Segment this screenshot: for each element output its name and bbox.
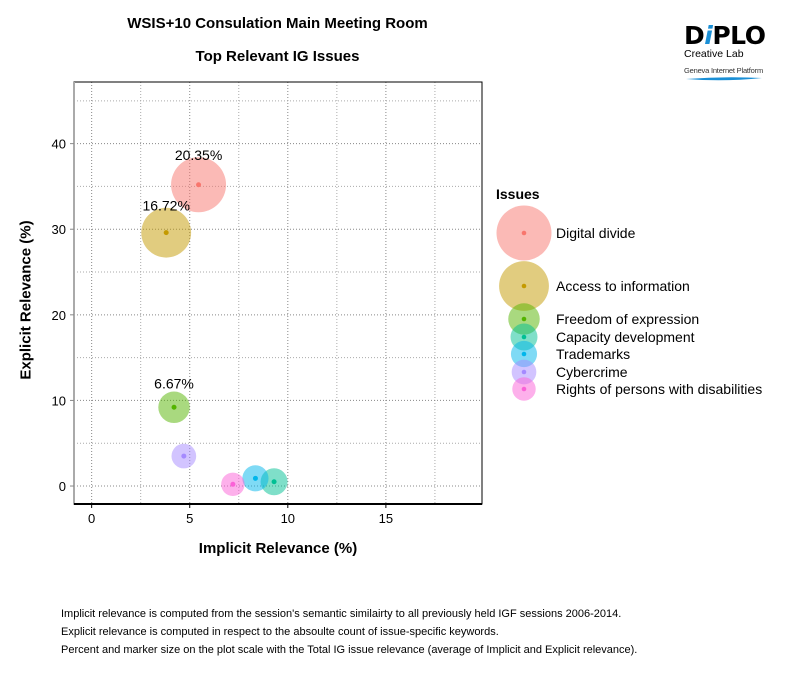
legend-key-icon — [510, 340, 538, 368]
data-label: 6.67% — [154, 376, 194, 392]
legend-item-digital-divide: Digital divide — [556, 225, 636, 241]
chart-title: WSIS+10 Consulation Main Meeting Room — [127, 15, 428, 32]
diplo-logo: DiPLO Creative Lab Geneva Internet Platf… — [684, 21, 768, 82]
logo-swoosh-icon — [686, 77, 762, 81]
data-point-digital-divide: 20.35% — [171, 147, 227, 213]
data-points: 20.35% 16.72% 6.67% — [141, 147, 288, 497]
legend-title: Issues — [496, 186, 540, 202]
logo-tagline: Geneva Internet Platform — [684, 66, 763, 75]
legend-key-icon — [511, 359, 537, 385]
chart-subtitle: Top Relevant IG Issues — [195, 48, 360, 65]
footnote-explicit: Explicit relevance is computed in respec… — [61, 626, 499, 638]
logo-subtitle: Creative Lab — [684, 48, 744, 60]
axis-ticks: 0 5 10 15 0 10 20 30 40 — [52, 137, 394, 526]
x-tick-label: 0 — [88, 511, 95, 526]
legend-key-icon — [499, 261, 549, 311]
data-label: 20.35% — [175, 147, 222, 163]
footnote-implicit: Implicit relevance is computed from the … — [61, 608, 622, 620]
plot-border — [73, 81, 483, 505]
legend-item-rights-of-persons-with-disabilities: Rights of persons with disabilities — [556, 381, 763, 397]
legend-key-icon — [512, 377, 536, 401]
legend-item-cybercrime: Cybercrime — [556, 364, 628, 380]
data-point-cybercrime — [171, 443, 197, 469]
x-tick-label: 15 — [379, 511, 393, 526]
data-point-trademarks — [242, 465, 269, 492]
data-point-rights-of-persons-with-disabilities — [221, 472, 245, 497]
x-tick-label: 10 — [281, 511, 295, 526]
y-axis-label: Explicit Relevance (%) — [17, 220, 35, 380]
data-point-freedom-of-expression: 6.67% — [154, 376, 194, 424]
y-tick-label: 20 — [52, 308, 66, 323]
legend-item-trademarks: Trademarks — [556, 346, 631, 362]
y-tick-label: 10 — [52, 393, 66, 408]
legend-item-freedom-of-expression: Freedom of expression — [556, 311, 700, 327]
y-tick-label: 0 — [59, 479, 66, 494]
legend-keys — [496, 205, 552, 401]
footnote-marker-size: Percent and marker size on the plot scal… — [61, 644, 638, 656]
y-tick-label: 30 — [52, 222, 66, 237]
grid-lines — [74, 82, 482, 504]
legend-key-icon — [496, 205, 552, 261]
y-tick-label: 40 — [52, 137, 66, 152]
data-label: 16.72% — [142, 198, 189, 214]
logo-brand: DiPLO — [684, 21, 766, 50]
x-tick-label: 5 — [186, 511, 193, 526]
x-axis-label: Implicit Relevance (%) — [198, 540, 358, 557]
legend-item-capacity-development: Capacity development — [556, 329, 695, 345]
legend-item-access-to-information: Access to information — [556, 278, 690, 294]
data-point-access-to-information: 16.72% — [141, 198, 192, 258]
